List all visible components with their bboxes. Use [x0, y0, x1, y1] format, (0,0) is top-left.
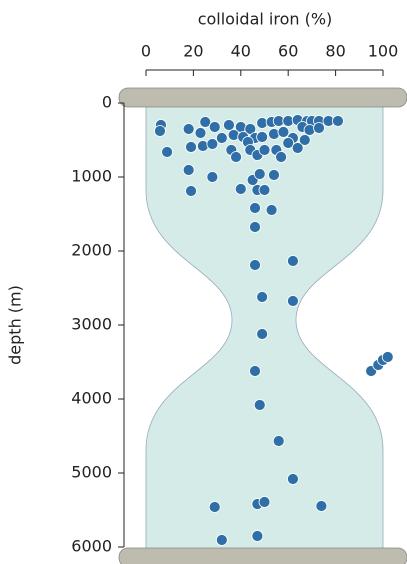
point — [215, 534, 228, 546]
point — [227, 129, 240, 141]
point — [256, 291, 269, 303]
point — [272, 435, 285, 447]
point — [182, 123, 195, 135]
point — [161, 146, 173, 158]
x-tick-label: 60 — [278, 42, 298, 61]
x-axis-title: colloidal iron (%) — [198, 10, 333, 29]
x-tick-label: 40 — [231, 42, 251, 61]
point — [206, 171, 219, 183]
point — [253, 399, 266, 411]
point — [265, 204, 278, 216]
point — [275, 151, 287, 163]
point — [268, 169, 280, 181]
point — [206, 138, 219, 150]
x-tick-label: 80 — [325, 42, 345, 61]
y-tick-label: 5000 — [71, 463, 112, 482]
x-tick-label: 20 — [183, 42, 203, 61]
point — [332, 115, 344, 127]
y-tick-label: 0 — [102, 93, 112, 112]
point — [287, 255, 299, 267]
y-tick-label: 6000 — [71, 537, 112, 556]
point — [313, 122, 325, 134]
point — [298, 134, 311, 146]
point — [182, 164, 195, 176]
hourglass-body — [145, 99, 384, 551]
point — [194, 127, 207, 139]
point — [249, 259, 261, 271]
point — [196, 140, 209, 152]
point — [249, 365, 261, 377]
point — [223, 119, 235, 131]
y-tick-label: 3000 — [71, 315, 112, 334]
point — [258, 496, 271, 508]
point — [268, 128, 280, 140]
hourglass-bottom-cap — [118, 547, 407, 564]
point — [256, 328, 269, 340]
point — [277, 126, 290, 138]
y-tick-label: 4000 — [71, 389, 112, 408]
hourglass-top-cap — [118, 87, 407, 108]
point — [208, 121, 221, 133]
point — [244, 123, 257, 135]
point — [291, 142, 304, 154]
point — [282, 137, 295, 149]
point — [249, 221, 261, 233]
point — [287, 295, 299, 307]
point — [230, 151, 242, 163]
y-tick-label: 1000 — [71, 167, 112, 186]
point — [256, 131, 269, 143]
point — [199, 116, 212, 128]
point — [154, 125, 166, 137]
point — [287, 473, 299, 485]
point — [315, 500, 328, 512]
point — [303, 124, 316, 136]
x-tick-label: 0 — [141, 42, 151, 61]
point — [185, 141, 197, 153]
point — [234, 183, 247, 195]
x-tick-label: 100 — [368, 42, 399, 61]
point — [258, 184, 271, 196]
point — [253, 168, 266, 180]
point — [185, 185, 197, 197]
y-tick-label: 2000 — [71, 241, 112, 260]
y-axis-title: depth (m) — [6, 285, 25, 365]
point — [215, 132, 228, 144]
point — [249, 202, 261, 214]
point — [381, 351, 394, 363]
point — [258, 144, 271, 156]
point — [251, 530, 264, 542]
point — [208, 501, 221, 513]
